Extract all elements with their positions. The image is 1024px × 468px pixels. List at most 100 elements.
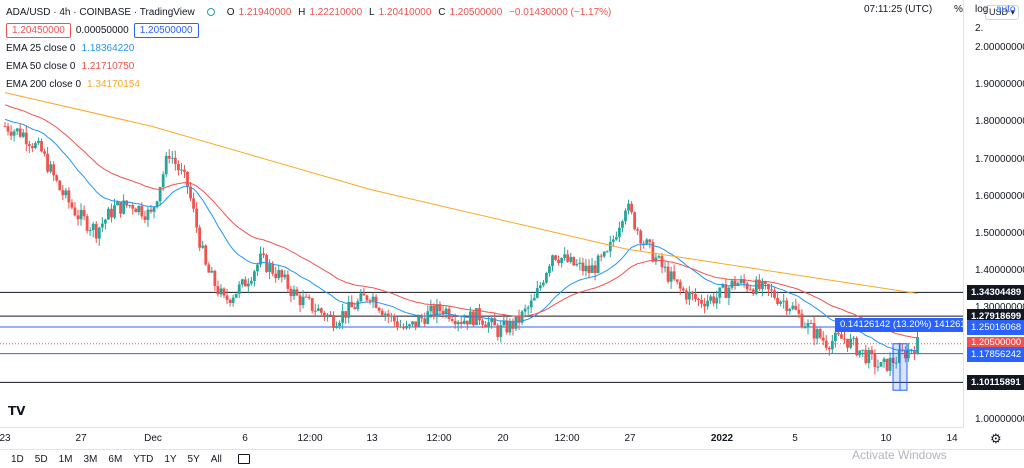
candle-body <box>706 300 710 307</box>
range-button-5y[interactable]: 5Y <box>187 453 200 465</box>
indicator-ema25[interactable]: EMA 25 close 0 1.18364220 <box>6 43 615 56</box>
time-tick-label: 5 <box>792 433 798 444</box>
candle-body <box>298 295 302 306</box>
candle-body <box>307 296 311 299</box>
candle-body <box>618 227 621 238</box>
range-button-all[interactable]: All <box>210 453 222 465</box>
candle-body <box>213 270 217 287</box>
candle-body <box>94 223 98 239</box>
candle-body <box>27 144 31 147</box>
candle-body <box>745 283 749 290</box>
candle-body <box>800 313 804 328</box>
range-button-5d[interactable]: 5D <box>34 453 48 465</box>
candle-body <box>633 212 637 230</box>
candle-body <box>608 241 612 252</box>
candle-body <box>751 289 755 295</box>
candle-body <box>277 270 281 279</box>
range-button-ytd[interactable]: YTD <box>133 453 154 465</box>
candle-body <box>560 258 564 264</box>
indicator-label: EMA 200 close 0 <box>6 79 82 90</box>
candle-body <box>885 358 889 371</box>
indicator-ema50[interactable]: EMA 50 close 0 1.21710750 <box>6 61 615 74</box>
time-tick-label: 13 <box>366 433 378 444</box>
candle-body <box>468 311 472 325</box>
candle-body <box>794 305 798 310</box>
candle-body <box>648 239 652 243</box>
time-tick-label: 2022 <box>710 433 734 444</box>
candle-body <box>806 323 810 328</box>
spread-value: 0.00050000 <box>75 25 129 36</box>
candle-body <box>578 262 582 264</box>
candle-body <box>678 281 682 289</box>
candle-body <box>508 320 512 333</box>
candle-body <box>155 201 159 208</box>
percent-toggle[interactable]: % <box>954 4 963 15</box>
candle-body <box>642 243 646 245</box>
candle-body <box>837 332 840 335</box>
range-button-1m[interactable]: 1M <box>58 453 73 465</box>
candle-body <box>91 223 95 231</box>
auto-toggle[interactable]: auto <box>996 4 1016 15</box>
candle-body <box>438 304 442 312</box>
candle-body <box>657 256 661 258</box>
candle-body <box>554 255 557 260</box>
sell-price-box[interactable]: 1.20450000 <box>6 23 71 38</box>
candle-body <box>389 315 393 317</box>
candle-body <box>225 295 229 300</box>
candle-body <box>715 297 719 304</box>
tradingview-logo-icon[interactable]: 𝗧𝗩 <box>8 404 26 418</box>
log-toggle[interactable]: log <box>975 4 989 15</box>
candle-body <box>566 254 570 262</box>
settings-gear-icon[interactable]: ⚙ <box>990 431 1002 446</box>
candle-body <box>490 318 494 323</box>
candle-body <box>910 349 913 351</box>
ema200-line <box>4 92 918 294</box>
candle-body <box>691 291 694 295</box>
candle-body <box>131 205 135 209</box>
indicator-ema200[interactable]: EMA 200 close 0 1.34170154 <box>6 79 615 92</box>
currency-select[interactable]: USD ▾ <box>985 5 1020 20</box>
candle-body <box>764 281 767 285</box>
candle-body <box>219 288 223 295</box>
range-button-1y[interactable]: 1Y <box>164 453 177 465</box>
utc-clock[interactable]: 07:11:25 (UTC) <box>864 4 933 15</box>
candle-body <box>161 174 165 188</box>
candle-body <box>186 171 189 187</box>
range-button-6m[interactable]: 6M <box>108 453 123 465</box>
price-scale[interactable]: 2. 2.00000000 1.90000000 1.80000000 1.700000… <box>965 0 1024 428</box>
candle-body <box>228 299 232 303</box>
price-chart[interactable] <box>0 0 964 428</box>
candle-body <box>742 279 746 284</box>
candle-body <box>824 340 828 348</box>
candle-body <box>158 187 162 202</box>
candle-body <box>770 289 773 291</box>
symbol-title[interactable]: ADA/USD · 4h · COINBASE · TradingView <box>6 6 195 18</box>
candle-body <box>852 337 856 339</box>
candle-body <box>146 209 150 220</box>
candle-body <box>733 280 737 286</box>
time-tick-label: 20 <box>497 433 509 444</box>
price-tick-label: 2.00000000 <box>975 42 1024 53</box>
buy-price-box[interactable]: 1.20500000 <box>133 23 199 38</box>
candle-body <box>344 311 348 318</box>
candle-body <box>304 296 308 298</box>
candle-body <box>572 256 576 266</box>
price-tick-label: 1.60000000 <box>975 190 1024 202</box>
candle-body <box>827 347 831 350</box>
candle-body <box>256 264 259 272</box>
range-button-3m[interactable]: 3M <box>83 453 98 465</box>
candle-body <box>386 313 390 317</box>
candle-body <box>143 216 147 220</box>
candle-body <box>593 265 597 274</box>
candle-body <box>776 297 779 304</box>
candle-body <box>274 273 278 279</box>
time-axis[interactable]: 23 27 Dec 6 12:00 13 12:00 20 12:00 27 2022 5 10 14 <box>0 429 964 447</box>
candle-body <box>240 279 244 285</box>
candle-body <box>636 229 640 231</box>
range-button-1d[interactable]: 1D <box>11 453 24 465</box>
candle-body <box>666 266 670 282</box>
candle-body <box>897 349 901 363</box>
date-range-icon[interactable] <box>237 454 250 464</box>
time-tick-label: 12:00 <box>426 433 452 444</box>
